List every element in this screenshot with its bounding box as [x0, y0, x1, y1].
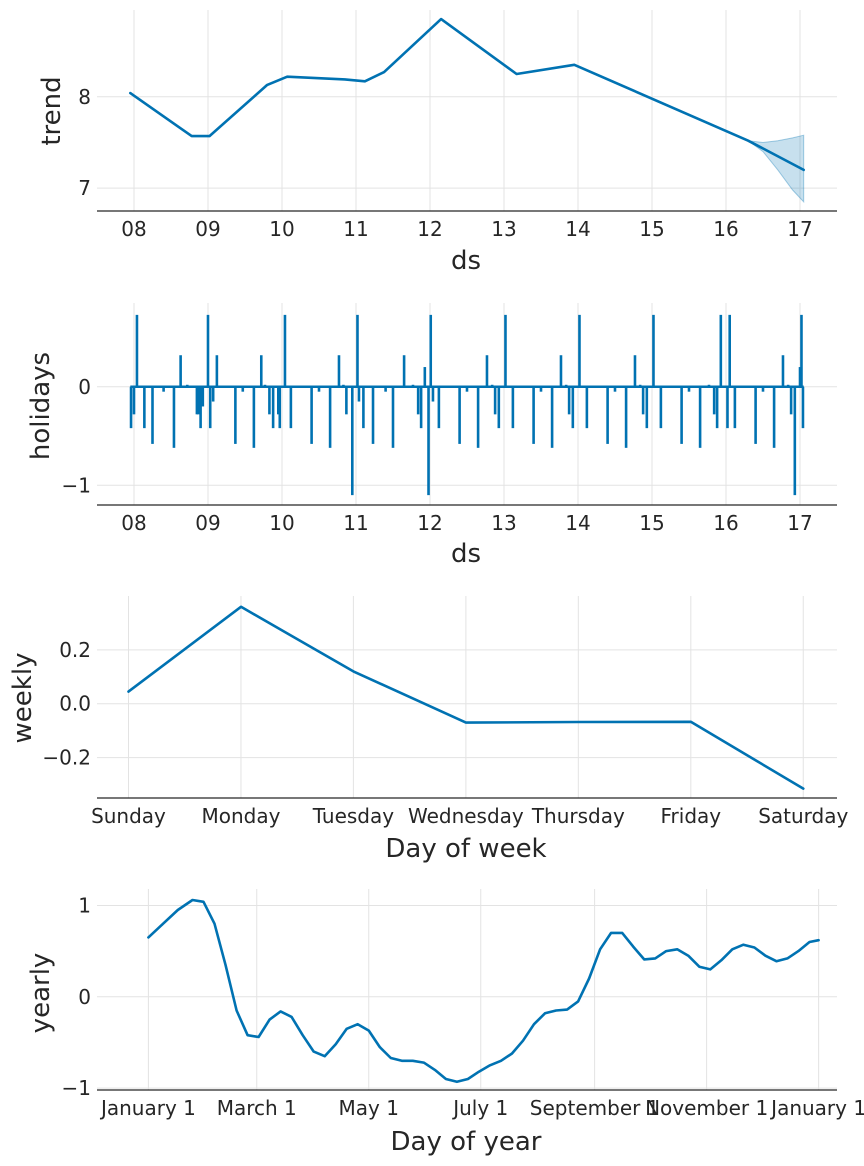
trend-xtick-label-3: 11: [343, 217, 368, 241]
trend-ytick-label-0: 7: [78, 176, 91, 200]
trend-xtick-label-7: 15: [639, 217, 664, 241]
yearly-series-line-0: [147, 898, 820, 1084]
yearly-ytick-label-0: −1: [62, 1076, 91, 1100]
holidays-xtick-label-6: 14: [565, 511, 590, 535]
trend-xtick-label-6: 14: [565, 217, 590, 241]
trend-xtick-label-5: 13: [491, 217, 516, 241]
weekly-xtick-label-1: Monday: [201, 804, 280, 828]
weekly-xtick-label-3: Wednesday: [408, 804, 524, 828]
trend-xtick-label-8: 16: [713, 217, 738, 241]
yearly-ytick-label-1: 0: [78, 985, 91, 1009]
yearly-grid: [97, 889, 837, 1090]
holidays-xlabel: ds: [451, 539, 481, 569]
yearly-xtick-label-3: July 1: [451, 1096, 508, 1120]
weekly-xtick-label-5: Friday: [660, 804, 721, 828]
holidays-ytick-label-1: 0: [78, 375, 91, 399]
trend-xtick-label-1: 09: [195, 217, 220, 241]
yearly-xtick-label-1: March 1: [217, 1096, 297, 1120]
holidays-xtick-label-9: 17: [787, 511, 812, 535]
trend-grid: [97, 10, 837, 211]
holidays-xtick-label-7: 15: [639, 511, 664, 535]
holidays-xtick-label-5: 13: [491, 511, 516, 535]
weekly-xtick-label-2: Tuesday: [312, 804, 395, 828]
yearly-ytick-label-2: 1: [78, 893, 91, 917]
weekly-panel: weekly Day of week Sunday Monday Tuesday We…: [8, 596, 848, 864]
yearly-xtick-label-0: January 1: [99, 1096, 196, 1120]
yearly-xtick-label-2: May 1: [339, 1096, 399, 1120]
holidays-ytick-label-0: −1: [62, 473, 91, 497]
trend-panel: trend ds 08 09 10 11 12 13 14 15 16 17 7 8: [37, 10, 837, 276]
weekly-xtick-label-0: Sunday: [91, 804, 166, 828]
weekly-xtick-label-6: Saturday: [758, 804, 848, 828]
yearly-ylabel: yearly: [26, 953, 56, 1034]
holidays-xtick-label-0: 08: [121, 511, 146, 535]
holidays-ylabel: holidays: [26, 352, 56, 460]
weekly-grid: [97, 596, 837, 798]
trend-series-line-0: [129, 17, 806, 172]
yearly-panel: yearly Day of year January 1 March 1 May 1…: [26, 889, 864, 1157]
holidays-panel: holidays ds 08 09 10 11 12 13 14 15 16 17 −1 0: [26, 303, 837, 569]
trend-ytick-label-1: 8: [78, 85, 91, 109]
trend-xtick-label-9: 17: [787, 217, 812, 241]
weekly-xlabel: Day of week: [385, 834, 546, 864]
trend-xtick-label-2: 10: [269, 217, 294, 241]
weekly-ytick-label-2: 0.2: [59, 638, 91, 662]
holidays-xtick-label-1: 09: [195, 511, 220, 535]
yearly-xtick-label-5: November 1: [645, 1096, 768, 1120]
trend-xtick-label-4: 12: [417, 217, 442, 241]
holidays-xtick-label-8: 16: [713, 511, 738, 535]
weekly-ylabel: weekly: [8, 653, 38, 744]
holidays-xtick-label-2: 10: [269, 511, 294, 535]
yearly-xtick-label-6: January 1: [769, 1096, 864, 1120]
yearly-xtick-label-4: September 1: [530, 1096, 660, 1120]
weekly-xtick-label-4: Thursday: [531, 804, 625, 828]
weekly-series-line-0: [127, 605, 805, 790]
holidays-xtick-label-3: 11: [343, 511, 368, 535]
weekly-ytick-label-0: −0.2: [42, 746, 91, 770]
trend-xtick-label-0: 08: [121, 217, 146, 241]
yearly-xlabel: Day of year: [391, 1127, 542, 1157]
weekly-ytick-label-1: 0.0: [59, 692, 91, 716]
trend-ylabel: trend: [37, 76, 67, 145]
holidays-xtick-label-4: 12: [417, 511, 442, 535]
trend-xlabel: ds: [451, 246, 481, 276]
